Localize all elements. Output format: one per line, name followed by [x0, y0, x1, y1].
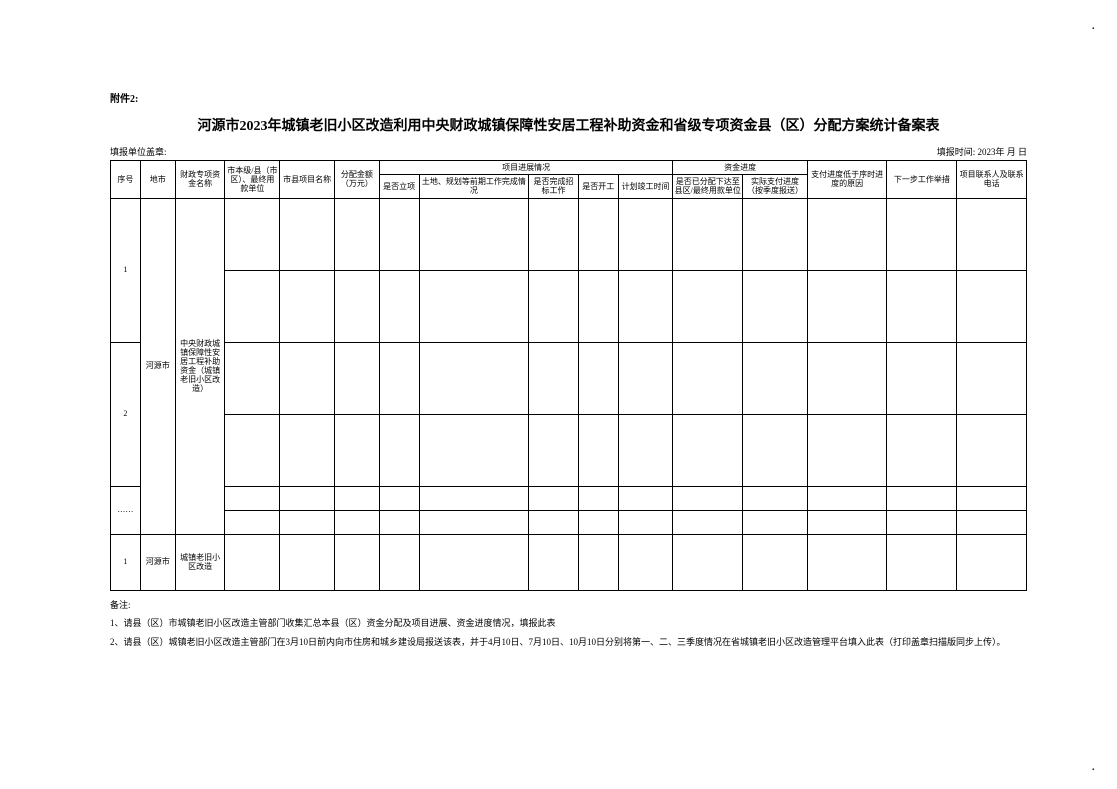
- col-amount: 分配金额（万元）: [334, 161, 379, 199]
- col-prog-start: 是否开工: [578, 175, 618, 198]
- cell-city: 河源市: [140, 534, 175, 590]
- col-city: 地市: [140, 161, 175, 199]
- page-mark-bottom: .: [1092, 759, 1096, 775]
- notes-label: 备注:: [110, 599, 1027, 612]
- cell-seq: 2: [111, 342, 141, 486]
- table-row: 1 河源市 中央财政城镇保障性安居工程补助资金（城镇老旧小区改造）: [111, 198, 1027, 270]
- table-row: [111, 510, 1027, 534]
- col-prog-lixiang: 是否立项: [379, 175, 419, 198]
- attachment-label: 附件2:: [110, 90, 1027, 105]
- col-delay-reason: 支付进度低于序时进度的原因: [807, 161, 887, 199]
- col-seq: 序号: [111, 161, 141, 199]
- col-project-name: 市县项目名称: [280, 161, 335, 199]
- document-page: 附件2: 河源市2023年城镇老旧小区改造利用中央财政城镇保障性安居工程补助资金…: [0, 0, 1117, 684]
- col-fund-actual: 实际支付进度（按季度报送）: [743, 175, 808, 198]
- cell-fund-name: 中央财政城镇保障性安居工程补助资金（城镇老旧小区改造）: [175, 198, 225, 534]
- cell-fund-name: 城镇老旧小区改造: [175, 534, 225, 590]
- table-row: 2: [111, 342, 1027, 414]
- allocation-table: 序号 地市 财政专项资金名称 市本级/县（市区）、最终用款单位 市县项目名称 分…: [110, 160, 1027, 591]
- table-row: [111, 414, 1027, 486]
- table-row: 1 河源市 城镇老旧小区改造: [111, 534, 1027, 590]
- cell-seq: 1: [111, 534, 141, 590]
- table-row: [111, 270, 1027, 342]
- cell-city: 河源市: [140, 198, 175, 534]
- col-prog-land: 土地、规划等前期工作完成情况: [419, 175, 529, 198]
- cell-seq: 1: [111, 198, 141, 342]
- note-2: 2、请县（区）城镇老旧小区改造主管部门在3月10日前内向市住房和城乡建设局报送该…: [110, 636, 1027, 649]
- meta-reporting-unit: 填报单位盖章:: [110, 145, 167, 158]
- note-1: 1、请县（区）市城镇老旧小区改造主管部门收集汇总本县（区）资金分配及项目进展、资…: [110, 617, 1027, 630]
- table-row: ……: [111, 486, 1027, 510]
- col-next-step: 下一步工作举措: [887, 161, 957, 199]
- col-prog-bid: 是否完成招标工作: [529, 175, 579, 198]
- notes-section: 备注: 1、请县（区）市城镇老旧小区改造主管部门收集汇总本县（区）资金分配及项目…: [110, 599, 1027, 649]
- col-level-unit: 市本级/县（市区）、最终用款单位: [225, 161, 280, 199]
- meta-report-time: 填报时间: 2023年 月 日: [937, 145, 1027, 158]
- col-group-progress: 项目进展情况: [379, 161, 673, 175]
- col-contact: 项目联系人及联系电话: [957, 161, 1027, 199]
- meta-row: 填报单位盖章: 填报时间: 2023年 月 日: [110, 145, 1027, 158]
- col-fund-name: 财政专项资金名称: [175, 161, 225, 199]
- cell-seq: ……: [111, 486, 141, 534]
- col-fund-down: 是否已分配下达至县区/最终用款单位: [673, 175, 743, 198]
- col-group-fund-progress: 资金进度: [673, 161, 807, 175]
- col-prog-plan-end: 计划竣工时间: [618, 175, 673, 198]
- document-title: 河源市2023年城镇老旧小区改造利用中央财政城镇保障性安居工程补助资金和省级专项…: [110, 115, 1027, 135]
